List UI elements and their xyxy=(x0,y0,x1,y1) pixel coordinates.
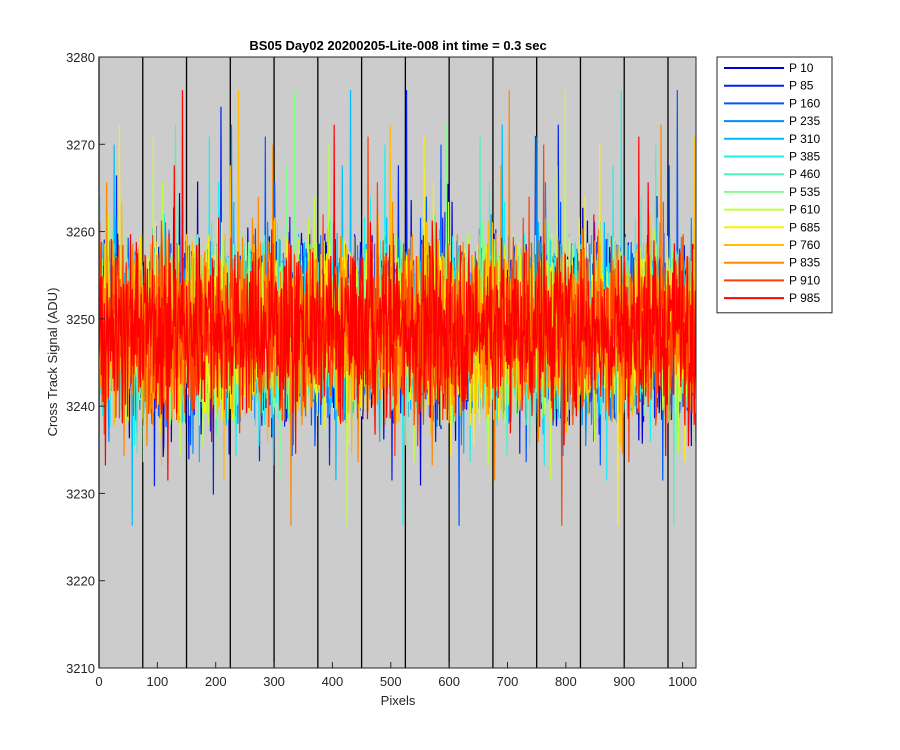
series-line xyxy=(99,90,696,481)
x-axis-label: Pixels xyxy=(381,693,416,708)
x-tick-label: 300 xyxy=(263,674,285,689)
x-axis: 0 100 200 300 400 500 600 700 800 900 1000 xyxy=(95,662,697,689)
y-tick-label: 3280 xyxy=(66,50,95,65)
legend-entry: P 235 xyxy=(789,114,820,128)
y-tick-label: 3270 xyxy=(66,137,95,152)
y-tick-label: 3240 xyxy=(66,399,95,414)
legend-entry: P 385 xyxy=(789,150,820,164)
legend-entry: P 310 xyxy=(789,132,820,146)
legend-entry: P 460 xyxy=(789,167,820,181)
legend-entry: P 760 xyxy=(789,238,820,252)
legend-entry: P 685 xyxy=(789,220,820,234)
legend-entry: P 535 xyxy=(789,185,820,199)
legend: P 10 P 85 P 160 P 235 P 310 P 385 P 460 P 535 P … xyxy=(716,56,833,314)
legend-entry: P 610 xyxy=(789,203,820,217)
plot-frame xyxy=(98,56,697,669)
legend-entry: P 10 xyxy=(789,61,814,75)
x-tick-label: 1000 xyxy=(668,674,697,689)
x-tick-label: 400 xyxy=(322,674,344,689)
y-tick-label: 3230 xyxy=(66,486,95,501)
chart-title: BS05 Day02 20200205-Lite-008 int time = … xyxy=(249,38,546,53)
y-axis-label: Cross Track Signal (ADU) xyxy=(45,288,60,437)
x-tick-label: 500 xyxy=(380,674,402,689)
y-tick-label: 3260 xyxy=(66,225,95,240)
y-tick-label: 3250 xyxy=(66,312,95,327)
legend-entry: P 835 xyxy=(789,256,820,270)
y-tick-label: 3210 xyxy=(66,661,95,676)
x-tick-label: 900 xyxy=(613,674,635,689)
legend-entry: P 985 xyxy=(789,291,820,305)
y-axis: 3210 3220 3230 3240 3250 3260 3270 3280 xyxy=(66,50,105,676)
x-tick-label: 100 xyxy=(147,674,169,689)
x-tick-label: 700 xyxy=(497,674,519,689)
x-tick-label: 600 xyxy=(438,674,460,689)
y-tick-label: 3220 xyxy=(66,574,95,589)
legend-entry: P 160 xyxy=(789,96,820,110)
x-tick-label: 800 xyxy=(555,674,577,689)
x-tick-label: 200 xyxy=(205,674,227,689)
x-tick-label: 0 xyxy=(95,674,102,689)
series-layer xyxy=(99,90,696,526)
legend-box xyxy=(716,56,833,314)
legend-entry: P 910 xyxy=(789,273,820,287)
legend-entry: P 85 xyxy=(789,79,814,93)
